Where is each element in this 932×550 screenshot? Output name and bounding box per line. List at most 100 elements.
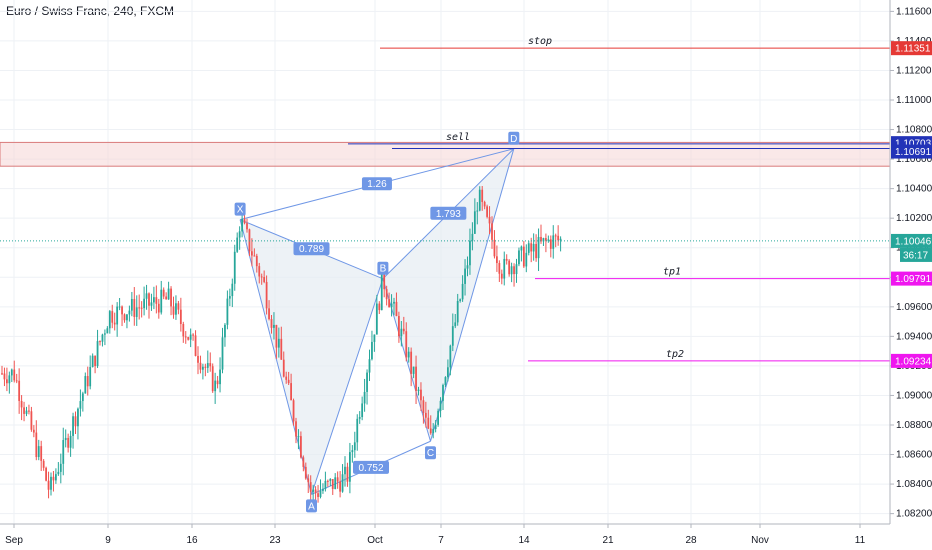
candle-body: [322, 488, 324, 491]
candle-body: [307, 478, 310, 483]
candle-body: [175, 303, 177, 315]
candle-body: [373, 334, 376, 342]
candle-body: [285, 376, 288, 380]
time-axis-bg: [0, 524, 890, 550]
candle-body: [336, 477, 339, 482]
candle-body: [304, 466, 307, 479]
point-label-a: A: [308, 501, 315, 512]
candle-body: [116, 306, 119, 325]
candle-body: [383, 273, 386, 290]
candle-body: [118, 306, 121, 308]
candle-body: [106, 328, 109, 334]
point-label-x: X: [237, 205, 244, 216]
candle-body: [243, 219, 246, 224]
candle-body: [204, 366, 207, 368]
candle-body: [96, 341, 99, 367]
ratio-label: 0.789: [299, 244, 324, 255]
candle-body: [420, 389, 422, 401]
candle-body: [206, 363, 209, 368]
candle-body: [456, 300, 459, 323]
candle-body: [140, 307, 143, 309]
candle-body: [366, 372, 368, 392]
candle-body: [197, 355, 199, 363]
time-tick-label: 28: [685, 535, 697, 546]
candle-body: [442, 385, 444, 401]
candle-body: [23, 407, 25, 414]
price-tick-label: 1.09000: [896, 390, 932, 401]
candle-body: [59, 463, 62, 472]
candle-body: [273, 324, 275, 328]
candle-body: [155, 297, 158, 304]
tp2-tag: [891, 353, 932, 368]
candle-body: [549, 239, 552, 249]
candle-body: [417, 389, 420, 391]
candle-body: [187, 337, 190, 340]
candles: [1, 186, 562, 504]
candle-body: [334, 477, 337, 489]
candle-body: [488, 216, 491, 224]
candle-body: [233, 251, 236, 284]
leg-cd: [430, 148, 515, 442]
candle-body: [280, 338, 283, 360]
candle-body: [326, 480, 329, 482]
candle-body: [40, 446, 43, 461]
candle-body: [412, 366, 415, 374]
candle-body: [527, 243, 530, 253]
candle-body: [535, 243, 537, 259]
candle-body: [57, 471, 60, 475]
candle-body: [339, 481, 341, 492]
candle-body: [265, 281, 268, 309]
candle-body: [15, 380, 18, 382]
candle-body: [13, 369, 16, 381]
price-tick-label: 1.08200: [896, 509, 932, 520]
candle-body: [486, 206, 488, 217]
candle-body: [153, 297, 155, 303]
candle-body: [351, 450, 354, 453]
candle-body: [341, 474, 344, 492]
candle-body: [1, 373, 3, 375]
sell-zone: [0, 141, 891, 167]
tp1-tag-text: 1.09791: [895, 274, 932, 285]
candle-body: [275, 324, 278, 348]
candle-body: [513, 266, 515, 275]
ratio-badge: [353, 460, 389, 474]
candle-body: [295, 421, 297, 437]
candle-body: [192, 334, 194, 336]
time-tick-label: 16: [186, 535, 198, 546]
price-tick-label: 1.08800: [896, 420, 932, 431]
sell-tag-text: 1.10703: [895, 139, 932, 150]
candle-body: [72, 416, 74, 436]
price-tick-label: 1.08600: [896, 450, 932, 461]
candle-body: [84, 376, 87, 394]
tp2-tag-text: 1.09234: [895, 356, 932, 367]
candle-body: [434, 424, 437, 430]
countdown-tag: [900, 247, 932, 262]
candle-body: [10, 369, 13, 376]
candle-body: [251, 251, 253, 256]
point-label-d: D: [510, 134, 517, 145]
time-tick-label: Oct: [367, 535, 383, 546]
candle-body: [451, 326, 454, 346]
candle-body: [449, 345, 452, 368]
candle-body: [491, 223, 493, 240]
candle-body: [45, 467, 47, 481]
point-badge-x: [234, 202, 246, 216]
candle-body: [478, 189, 481, 211]
point-badge-b: [377, 261, 389, 275]
candle-body: [121, 306, 123, 315]
pattern-xab-fill: [240, 219, 383, 495]
candle-body: [481, 189, 484, 202]
candle-body: [358, 417, 361, 419]
candle-body: [165, 296, 168, 300]
candle-body: [496, 256, 498, 264]
candle-body: [170, 288, 172, 307]
candle-body: [258, 266, 261, 277]
candle-body: [385, 289, 388, 300]
candle-body: [461, 283, 464, 300]
candle-body: [236, 237, 239, 252]
time-tick-label: 23: [269, 535, 281, 546]
candle-body: [211, 366, 214, 392]
candle-body: [390, 303, 393, 308]
